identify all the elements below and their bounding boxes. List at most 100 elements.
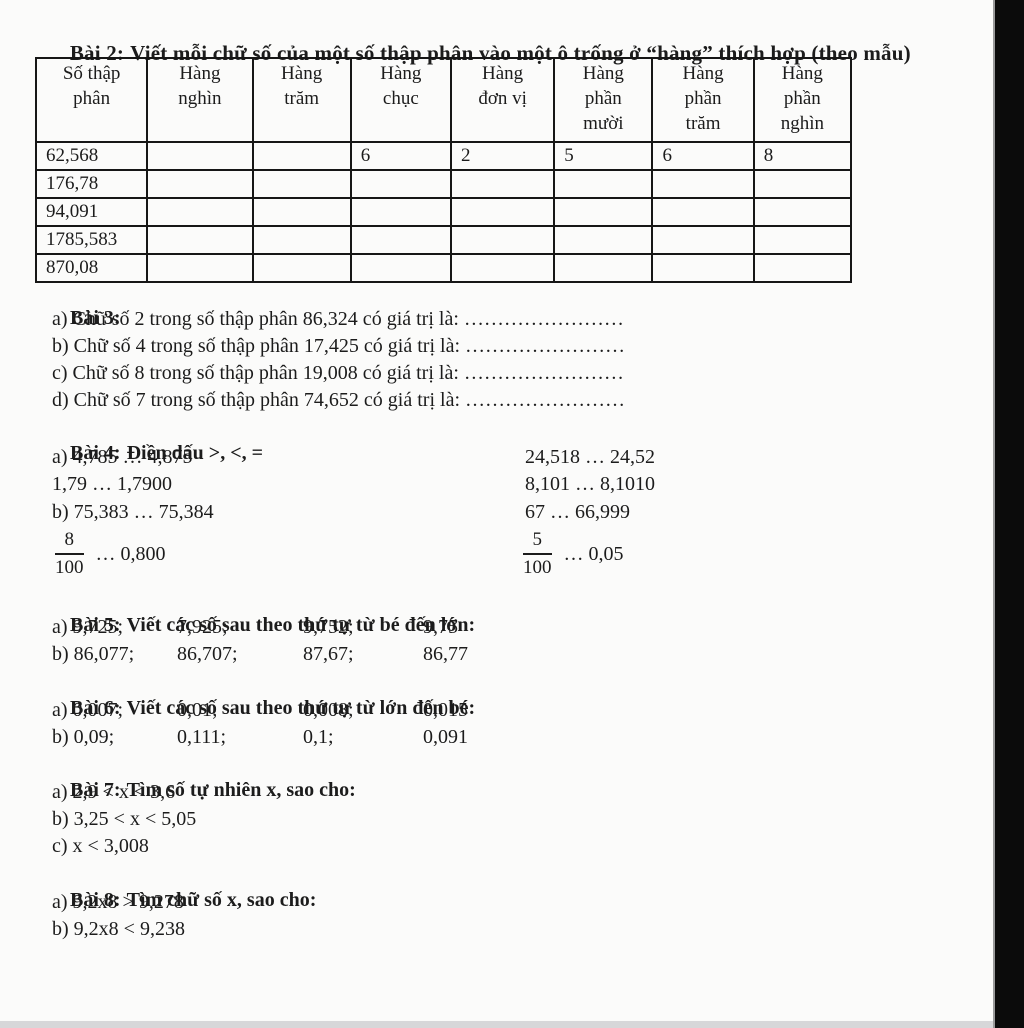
bai5-row-a: a) 9,725; 7,925; 9,752; 9,75 (52, 614, 458, 640)
bai6-heading-label: Bài 6: (70, 697, 121, 719)
bai4-left-fraction-rest: … 0,800 (95, 542, 166, 565)
bai7-heading-label: Bài 7: (70, 779, 121, 801)
table-header-thousandths: Hàng phần nghìn (752, 57, 853, 143)
bai3-heading: Bài 3: (50, 279, 127, 357)
table-cell (651, 169, 755, 199)
bai8-item-b: b) 9,2x8 < 9,238 (52, 918, 185, 940)
table-cell (349, 197, 452, 227)
table-cell (349, 169, 452, 199)
table-cell: 8 (752, 141, 853, 171)
number-item: b) 86,077; (52, 643, 135, 665)
fraction-denominator: 100 (55, 557, 84, 578)
bai4-right-item-3: 67 … 66,999 (525, 501, 630, 523)
table-header-tens: Hàng chục (349, 57, 452, 143)
table-header-units: Hàng đơn vị (449, 57, 556, 143)
table-header-thousands: Hàng nghìn (146, 57, 254, 143)
table-cell (349, 253, 452, 283)
bai7-item-c: c) x < 3,008 (52, 835, 149, 857)
table-cell (251, 225, 352, 255)
table-cell: 62,568 (34, 141, 149, 171)
bai7-item-b: b) 3,25 < x < 5,05 (52, 808, 197, 830)
fraction-5-100: 5 100 (523, 528, 552, 580)
place-value-table: Số thập phân Hàng nghìn Hàng trăm Hàng c… (34, 57, 853, 283)
number-item: 9,75 (423, 616, 458, 638)
table-cell (651, 253, 755, 283)
table-cell (553, 197, 654, 227)
table-cell: 94,091 (34, 197, 149, 227)
table-row: 62,568 6 2 5 6 8 (34, 141, 853, 171)
bai3-item-c: c) Chữ số 8 trong số thập phân 19,008 có… (52, 362, 624, 384)
table-cell (553, 225, 654, 255)
bai7-heading: Bài 7: Tìm số tự nhiên x, sao cho: (50, 751, 356, 829)
bai6-heading: Bài 6: Viết các số sau theo thứ tự từ lớn… (50, 669, 475, 747)
table-header-decimal-number: Số thập phân (34, 57, 149, 143)
table-header-tenths: Hàng phần mười (553, 57, 654, 143)
table-cell (752, 253, 853, 283)
number-item: 7,925; (177, 616, 228, 638)
fraction-8-100: 8 100 (55, 528, 84, 580)
table-cell (146, 253, 254, 283)
table-row: 176,78 (34, 169, 853, 199)
table-row: 94,091 (34, 197, 853, 227)
bai4-left-item-1: a) 4,785 … 4,875 (52, 446, 193, 468)
bai6-heading-text: Viết các số sau theo thứ tự từ lớn đến b… (126, 697, 476, 719)
number-item: 87,67; (303, 643, 354, 665)
number-item: 86,77 (423, 643, 468, 665)
bai4-heading-text: Điền dấu >, <, = (126, 442, 263, 464)
table-cell (752, 169, 853, 199)
table-cell: 5 (553, 141, 654, 171)
table-cell (449, 169, 556, 199)
table-cell (251, 253, 352, 283)
table-cell (553, 253, 654, 283)
bai5-heading-text: Viết các số sau theo thứ tự từ bé đến lớ… (126, 614, 476, 636)
table-cell (146, 225, 254, 255)
number-item: 0,01; (177, 699, 218, 721)
fraction-denominator: 100 (523, 557, 552, 578)
table-cell (146, 197, 254, 227)
bai7-item-a: a) 2,9 < x < 3,6 (52, 781, 176, 803)
table-header-row: Số thập phân Hàng nghìn Hàng trăm Hàng c… (34, 57, 853, 143)
table-header-hundredths: Hàng phần trăm (651, 57, 755, 143)
number-item: b) 0,09; (52, 726, 115, 748)
table-cell: 6 (651, 141, 755, 171)
bai4-right-fraction-line: 5 100 … 0,05 (523, 528, 624, 580)
bai8-heading-text: Tìm chữ số x, sao cho: (126, 889, 317, 911)
number-item: 86,707; (177, 643, 238, 665)
table-cell: 1785,583 (34, 225, 149, 255)
bai6-row-b: b) 0,09; 0,111; 0,1; 0,091 (52, 724, 468, 750)
bai4-left-item-2: 1,79 … 1,7900 (52, 473, 172, 495)
bai4-right-item-2: 8,101 … 8,1010 (525, 473, 655, 495)
table-cell (146, 141, 254, 171)
number-item: 0,008; (303, 699, 354, 721)
fraction-numerator: 8 (55, 528, 84, 555)
fraction-numerator: 5 (523, 528, 552, 555)
table-cell: 870,08 (34, 253, 149, 283)
number-item: 0,015 (423, 699, 468, 721)
number-item: 0,111; (177, 726, 227, 748)
table-row: 1785,583 (34, 225, 853, 255)
table-header-hundreds: Hàng trăm (251, 57, 352, 143)
right-black-bar (993, 0, 1024, 1028)
table-cell (449, 225, 556, 255)
table-cell (251, 197, 352, 227)
bai3-item-b: b) Chữ số 4 trong số thập phân 17,425 có… (52, 335, 626, 357)
table-cell: 2 (449, 141, 556, 171)
bai4-left-item-3: b) 75,383 … 75,384 (52, 501, 214, 523)
bai4-right-item-1: 24,518 … 24,52 (525, 446, 655, 468)
bai6-row-a: a) 0,007; 0,01; 0,008; 0,015 (52, 697, 468, 723)
bai5-heading-label: Bài 5: (70, 614, 121, 636)
table-row: 870,08 (34, 253, 853, 283)
bai5-heading: Bài 5: Viết các số sau theo thứ tự từ bé … (50, 586, 475, 664)
bai4-heading-label: Bài 4: (70, 442, 121, 464)
bai3-heading-label: Bài 3: (70, 307, 121, 329)
table-cell (146, 169, 254, 199)
number-item: 0,1; (303, 726, 334, 748)
table-cell (449, 253, 556, 283)
bai5-row-b: b) 86,077; 86,707; 87,67; 86,77 (52, 641, 468, 667)
bai8-item-a: a) 9,2x8 > 9,278 (52, 891, 184, 913)
table-cell (553, 169, 654, 199)
bottom-edge-strip (0, 1021, 1024, 1028)
bai3-item-a: a) Chữ số 2 trong số thập phân 86,324 có… (52, 308, 624, 330)
table-cell (752, 225, 853, 255)
